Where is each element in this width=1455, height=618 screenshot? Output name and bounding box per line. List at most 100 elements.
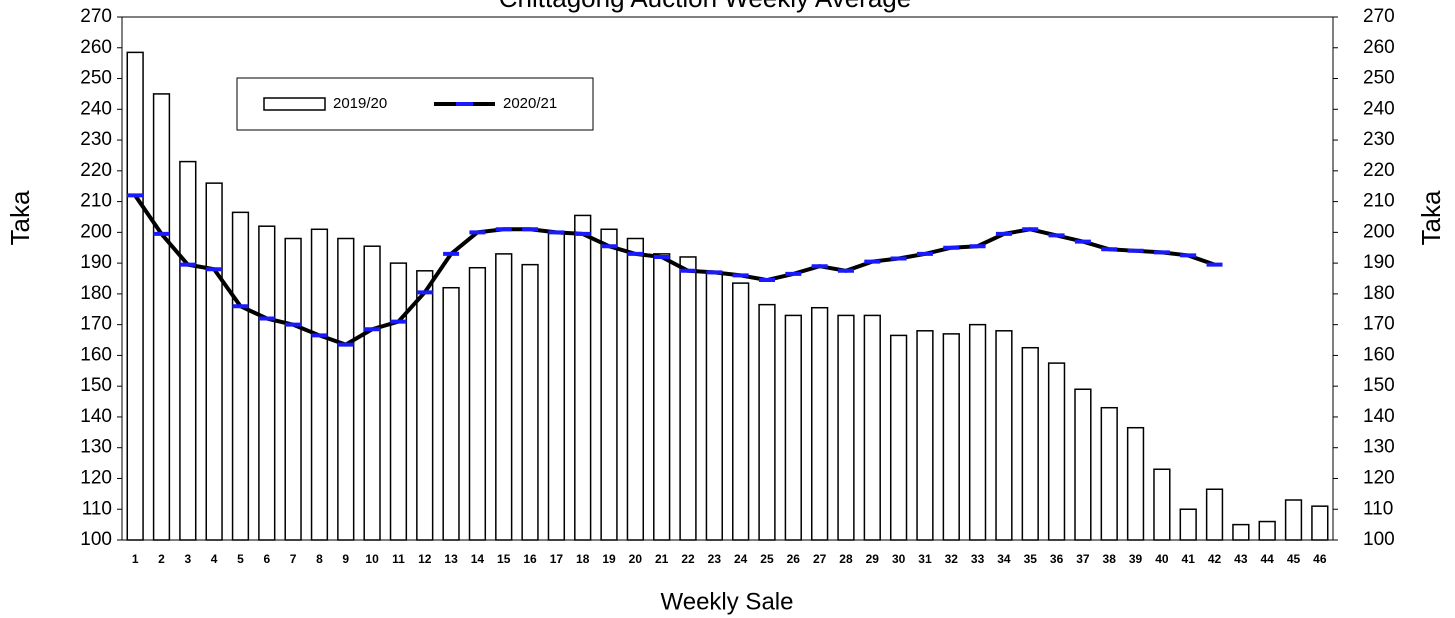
bar xyxy=(679,256,697,541)
x-tick-label: 44 xyxy=(1261,552,1275,566)
y2-tick-label: 230 xyxy=(1363,129,1395,150)
y-tick-label: 230 xyxy=(80,129,112,150)
bar xyxy=(1284,499,1303,541)
bar xyxy=(810,306,829,541)
x-tick-label: 46 xyxy=(1313,552,1327,566)
x-tick-label: 45 xyxy=(1287,552,1301,566)
y2-tick-label: 110 xyxy=(1363,498,1393,519)
bar xyxy=(1205,488,1224,541)
legend-swatch xyxy=(263,97,326,111)
x-tick-label: 19 xyxy=(602,552,616,566)
y2-tick-label: 100 xyxy=(1363,529,1395,550)
x-tick-label: 9 xyxy=(342,552,349,566)
y-tick-label: 240 xyxy=(80,98,112,119)
bar xyxy=(231,211,250,541)
bar xyxy=(205,182,223,541)
bar xyxy=(284,237,302,541)
y2-tick-label: 170 xyxy=(1363,314,1395,335)
y-tick-label: 200 xyxy=(80,221,112,242)
x-tick-label: 38 xyxy=(1103,552,1117,566)
bar xyxy=(732,282,750,541)
y2-tick-label: 180 xyxy=(1363,283,1395,304)
bar xyxy=(258,225,276,541)
y2-tick-label: 160 xyxy=(1363,344,1395,365)
x-tick-label: 39 xyxy=(1129,552,1143,566)
y2-axis-label: Taka xyxy=(1416,190,1446,245)
bar xyxy=(126,51,144,541)
x-tick-label: 42 xyxy=(1208,552,1222,566)
x-tick-label: 25 xyxy=(760,552,774,566)
bar xyxy=(574,214,592,541)
bar xyxy=(758,303,776,541)
x-tick-label: 29 xyxy=(866,552,880,566)
bar xyxy=(1074,388,1092,541)
y2-tick-label: 210 xyxy=(1363,191,1395,212)
y-tick-label: 120 xyxy=(80,467,112,488)
bar xyxy=(1126,426,1145,541)
bar xyxy=(1021,346,1039,541)
bar xyxy=(653,253,671,541)
y-tick-label: 150 xyxy=(80,375,112,396)
x-tick-label: 15 xyxy=(497,552,511,566)
bar xyxy=(495,253,513,541)
bar xyxy=(1232,523,1250,541)
y2-tick-label: 190 xyxy=(1363,252,1395,273)
y2-tick-label: 220 xyxy=(1363,160,1395,181)
x-tick-label: 3 xyxy=(184,552,191,566)
x-tick-label: 4 xyxy=(211,552,218,566)
chart-title: Chittagong Auction Weekly Average xyxy=(499,0,911,13)
x-tick-label: 5 xyxy=(237,552,244,566)
x-tick-label: 20 xyxy=(629,552,643,566)
y2-tick-label: 260 xyxy=(1363,37,1395,58)
x-tick-label: 10 xyxy=(365,552,379,566)
plot-frame xyxy=(121,16,1334,541)
bar xyxy=(442,286,460,541)
bar xyxy=(363,245,381,541)
x-tick-label: 16 xyxy=(523,552,537,566)
y-tick-label: 250 xyxy=(80,68,112,89)
y-tick-label: 170 xyxy=(80,314,112,335)
x-tick-label: 17 xyxy=(550,552,564,566)
legend-label: 2019/20 xyxy=(333,95,387,112)
bar xyxy=(1179,508,1197,541)
bar xyxy=(1100,406,1118,541)
bar xyxy=(1311,505,1329,541)
y2-tick-label: 120 xyxy=(1363,467,1395,488)
x-tick-label: 37 xyxy=(1076,552,1090,566)
y-tick-label: 260 xyxy=(80,37,112,58)
y2-tick-label: 240 xyxy=(1363,98,1395,119)
x-tick-label: 33 xyxy=(971,552,985,566)
y-tick-label: 130 xyxy=(80,437,112,458)
bar xyxy=(626,237,645,541)
bar xyxy=(389,262,408,541)
x-tick-label: 2 xyxy=(158,552,165,566)
bar xyxy=(152,93,171,541)
x-tick-label: 7 xyxy=(290,552,297,566)
y-tick-label: 270 xyxy=(80,6,112,27)
bar xyxy=(705,271,723,541)
y-tick-label: 100 xyxy=(80,529,112,550)
x-tick-label: 23 xyxy=(708,552,722,566)
bar xyxy=(179,160,197,541)
bar xyxy=(968,323,987,541)
bar xyxy=(1153,468,1171,541)
y-tick-label: 140 xyxy=(80,406,112,427)
x-tick-label: 21 xyxy=(655,552,669,566)
bar xyxy=(995,330,1013,541)
bar xyxy=(942,333,960,541)
bar xyxy=(863,314,881,541)
y-tick-label: 210 xyxy=(80,191,112,212)
y-tick-label: 180 xyxy=(80,283,112,304)
x-tick-label: 28 xyxy=(839,552,853,566)
bar xyxy=(1047,362,1066,541)
x-tick-label: 18 xyxy=(576,552,590,566)
x-tick-label: 14 xyxy=(471,552,485,566)
x-tick-label: 32 xyxy=(945,552,959,566)
x-tick-label: 1 xyxy=(132,552,139,566)
bar xyxy=(837,314,855,541)
y2-tick-label: 140 xyxy=(1363,406,1395,427)
y-tick-label: 160 xyxy=(80,344,112,365)
x-tick-label: 11 xyxy=(392,552,405,566)
x-tick-label: 13 xyxy=(444,552,458,566)
